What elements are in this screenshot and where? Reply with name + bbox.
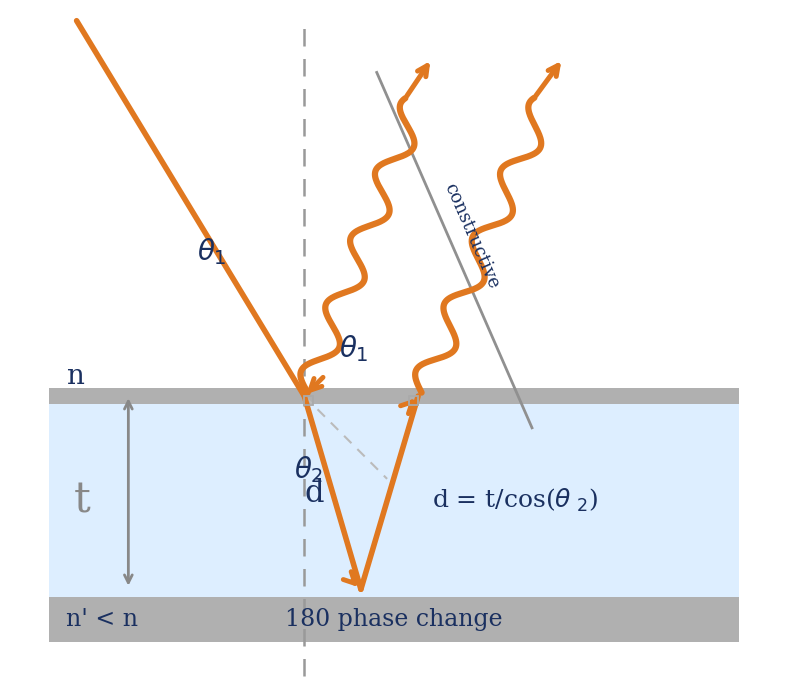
Text: 180 phase change: 180 phase change — [285, 608, 503, 631]
Text: constructive: constructive — [440, 181, 503, 292]
Text: t: t — [74, 480, 91, 521]
Text: d = t/cos($\theta$$_{\ 2}$): d = t/cos($\theta$$_{\ 2}$) — [432, 486, 598, 514]
Text: $\theta_2$: $\theta_2$ — [294, 454, 323, 484]
Text: n' < n: n' < n — [66, 608, 138, 631]
Bar — [49, 597, 739, 642]
Text: n: n — [66, 362, 84, 390]
Text: d: d — [305, 478, 325, 509]
Bar — [49, 404, 739, 597]
Text: $\theta_1$: $\theta_1$ — [197, 237, 227, 267]
Bar — [409, 396, 418, 405]
Bar — [304, 396, 314, 405]
Bar — [49, 388, 739, 404]
Text: $\theta_1$: $\theta_1$ — [339, 333, 369, 364]
